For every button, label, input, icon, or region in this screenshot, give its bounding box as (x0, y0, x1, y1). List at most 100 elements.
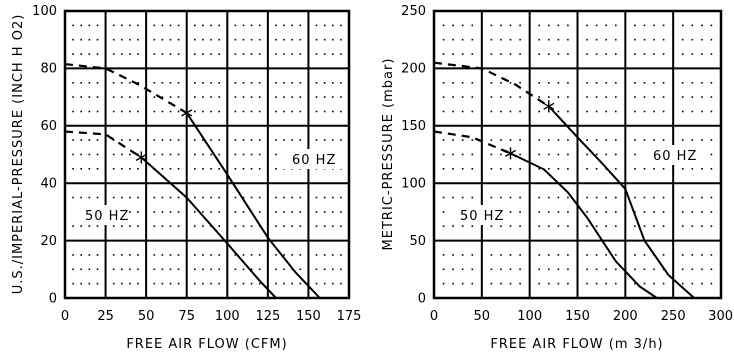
grid-dot (121, 254, 123, 256)
grid-dot (634, 168, 636, 170)
grid-dot (315, 82, 318, 84)
grid-dot (153, 82, 156, 84)
grid-dot (500, 225, 502, 227)
grid-dot (299, 225, 302, 227)
grid-dot (595, 96, 598, 98)
grid-dot (509, 211, 512, 213)
grid-dot (275, 153, 277, 156)
grid-dot (701, 168, 703, 170)
grid-dot (557, 211, 560, 213)
grid-dot (615, 196, 617, 199)
grid-dot (471, 38, 474, 41)
grid-dot (500, 96, 502, 98)
grid-dot (315, 139, 318, 141)
asterisk-marker-50hz (135, 151, 147, 164)
grid-dot (605, 225, 607, 227)
grid-dot (332, 268, 334, 271)
grid-dot (548, 196, 550, 199)
grid-dot (323, 211, 326, 213)
grid-dot (548, 53, 550, 55)
grid-dot (169, 153, 172, 156)
grid-dot (567, 139, 569, 141)
grid-dot (332, 196, 334, 199)
grid-dot (96, 196, 99, 199)
grid-dot (340, 196, 342, 199)
grid-dot (471, 110, 474, 113)
grid-dot (452, 268, 454, 271)
grid-dot (283, 268, 285, 271)
grid-dot (548, 282, 550, 285)
grid-dot (605, 153, 607, 156)
grid-dot (202, 53, 204, 55)
grid-dot (88, 153, 91, 156)
grid-dot (121, 225, 123, 227)
grid-dot (137, 268, 139, 271)
grid-dot (605, 282, 607, 285)
grid-dot (681, 254, 684, 256)
grid-dot (88, 82, 91, 84)
grid-dot (88, 139, 91, 141)
grid-dot (72, 168, 74, 170)
grid-dot (202, 82, 204, 84)
grid-dot (194, 139, 196, 141)
grid-dot (291, 225, 293, 227)
grid-dot (490, 96, 493, 98)
grid-dot (250, 24, 253, 27)
grid-dot (121, 153, 123, 156)
curve-60hz-dashed (433, 61, 550, 108)
grid-dot (242, 139, 245, 141)
asterisk-marker-60hz (181, 106, 193, 119)
grid-dot (557, 53, 560, 55)
grid-dot (258, 139, 261, 141)
grid-dot (701, 268, 703, 271)
curve-50hz-dashed (64, 130, 142, 159)
grid-dot (275, 225, 277, 227)
grid-dot (323, 38, 326, 41)
grid-dot (548, 254, 550, 256)
grid-dot (323, 96, 326, 98)
grid-dot (634, 38, 636, 41)
grid-dot (234, 225, 237, 227)
grid-dot (557, 96, 560, 98)
grid-dot (121, 139, 123, 141)
grid-dot (112, 153, 115, 156)
grid-dot (258, 82, 261, 84)
grid-dot (242, 24, 245, 27)
curve-60hz-solid (548, 105, 695, 299)
grid-dot (323, 110, 326, 113)
grid-dot (605, 211, 607, 213)
grid-dot (72, 110, 74, 113)
grid-dot (586, 211, 588, 213)
grid-dot (177, 24, 180, 27)
grid-dot (595, 139, 598, 141)
grid-dot (315, 38, 318, 41)
grid-dot (548, 82, 550, 84)
grid-dot (332, 96, 334, 98)
grid-dot (96, 53, 99, 55)
grid-dot (121, 53, 123, 55)
grid-dot (177, 196, 180, 199)
grid-dot (242, 268, 245, 271)
grid-dot (340, 110, 342, 113)
y-tick-label: 40 (40, 177, 57, 192)
grid-dot (121, 110, 123, 113)
grid-dot (701, 82, 703, 84)
grid-dot (615, 168, 617, 170)
grid-dot (509, 82, 512, 84)
grid-dot (643, 168, 646, 170)
grid-dot (161, 268, 164, 271)
grid-dot (662, 225, 665, 227)
grid-dot (340, 282, 342, 285)
grid-dot (137, 196, 139, 199)
grid-dot (605, 268, 607, 271)
grid-dot (242, 82, 245, 84)
grid-dot (72, 53, 74, 55)
grid-dot (634, 225, 636, 227)
curves (64, 63, 321, 299)
grid-dot (701, 38, 703, 41)
grid-dot (557, 268, 560, 271)
grid-dot (80, 38, 82, 41)
x-tick-label: 0 (61, 309, 69, 324)
grid-dot (340, 82, 342, 84)
grid-dot (653, 196, 655, 199)
